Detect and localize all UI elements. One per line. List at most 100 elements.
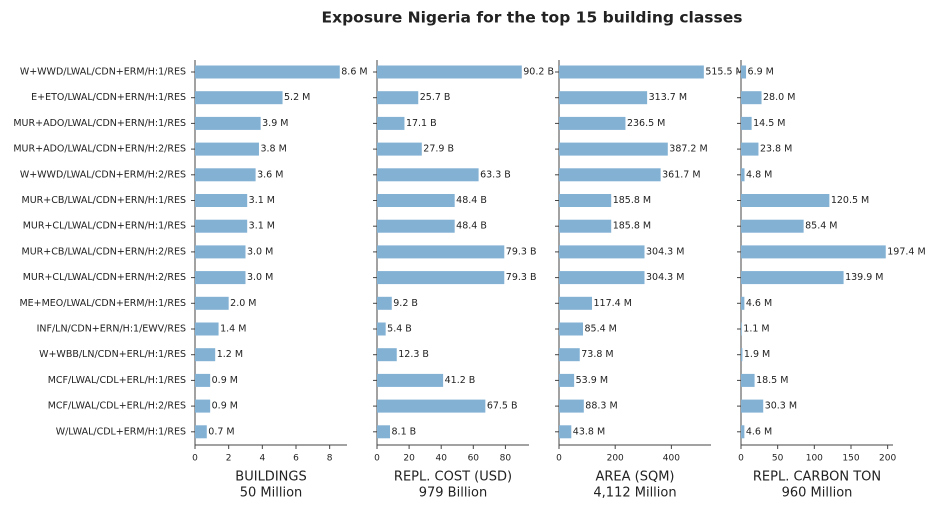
value-label: 43.8 M (573, 426, 605, 437)
value-label: 41.2 B (445, 375, 476, 386)
y-tick-label: MCF/LWAL/CDL+ERL/H:2/RES (48, 401, 186, 412)
y-tick-label: W+WWD/LWAL/CDN+ERM/H:2/RES (20, 169, 186, 180)
value-label: 197.4 M (887, 246, 925, 257)
x-tick-label: 100 (806, 454, 823, 464)
value-label: 12.3 B (398, 349, 429, 360)
value-label: 27.9 B (423, 144, 454, 155)
bar (559, 399, 584, 413)
bar (195, 296, 229, 310)
value-label: 3.0 M (247, 246, 273, 257)
x-axis-total: 960 Million (782, 486, 853, 501)
x-tick-label: 150 (842, 454, 859, 464)
bar (195, 348, 216, 362)
chart-title: Exposure Nigeria for the top 15 building… (322, 9, 743, 27)
bar (195, 65, 340, 79)
bar (559, 245, 645, 259)
value-label: 85.4 M (805, 221, 837, 232)
y-tick-label: E+ETO/LWAL/CDN+ERN/H:1/RES (31, 92, 186, 103)
x-axis-total: 4,112 Million (593, 486, 676, 501)
value-label: 3.8 M (260, 144, 286, 155)
bar (559, 271, 645, 285)
x-axis-label: REPL. CARBON TON (753, 470, 881, 485)
value-label: 4.8 M (746, 169, 772, 180)
x-axis-label: AREA (SQM) (595, 470, 674, 485)
value-label: 8.6 M (341, 67, 367, 78)
bar (195, 399, 211, 413)
bar (195, 245, 246, 259)
bar (741, 271, 844, 285)
value-label: 4.6 M (746, 426, 772, 437)
value-label: 0.9 M (212, 375, 238, 386)
x-axis-total: 50 Million (240, 486, 303, 501)
bar (377, 425, 391, 439)
x-tick-label: 200 (607, 454, 624, 464)
y-tick-label: MUR+CL/LWAL/CDN+ERN/H:1/RES (23, 221, 186, 232)
bar (741, 65, 747, 79)
value-label: 387.2 M (669, 144, 707, 155)
value-label: 4.6 M (746, 298, 772, 309)
bar (377, 219, 455, 233)
value-label: 313.7 M (649, 92, 687, 103)
value-label: 6.9 M (748, 67, 774, 78)
value-label: 3.1 M (249, 195, 275, 206)
x-tick-label: 50 (772, 454, 784, 464)
bar (195, 168, 256, 182)
value-label: 185.8 M (613, 221, 651, 232)
x-tick-label: 0 (738, 454, 744, 464)
value-label: 0.9 M (212, 401, 238, 412)
value-label: 25.7 B (420, 92, 451, 103)
bar (559, 91, 648, 105)
value-label: 304.3 M (646, 246, 684, 257)
x-tick-label: 2 (226, 454, 232, 464)
x-tick-label: 80 (500, 454, 512, 464)
value-label: 139.9 M (845, 272, 883, 283)
y-tick-label: MUR+ADO/LWAL/CDN+ERN/H:1/RES (13, 118, 186, 129)
value-label: 90.2 B (523, 67, 554, 78)
bar (559, 168, 661, 182)
value-label: 1.4 M (220, 324, 246, 335)
bar (195, 271, 246, 285)
value-label: 3.6 M (257, 169, 283, 180)
bar (559, 65, 704, 79)
value-label: 1.2 M (217, 349, 243, 360)
y-tick-label: MCF/LWAL/CDL+ERL/H:1/RES (48, 375, 186, 386)
bar (741, 116, 752, 130)
bar (741, 373, 755, 387)
value-label: 304.3 M (646, 272, 684, 283)
bar (195, 194, 248, 207)
value-label: 79.3 B (506, 246, 537, 257)
y-tick-label: INF/LN/CDN+ERN/H:1/EWV/RES (37, 324, 186, 335)
bar (559, 322, 583, 336)
bar (377, 194, 455, 207)
y-tick-label: MUR+CL/LWAL/CDN+ERN/H:2/RES (23, 272, 186, 283)
x-tick-label: 8 (327, 454, 333, 464)
bar (377, 168, 479, 182)
y-tick-label: MUR+CB/LWAL/CDN+ERN/H:2/RES (22, 246, 187, 257)
bar (741, 219, 804, 233)
value-label: 3.9 M (262, 118, 288, 129)
x-tick-label: 40 (435, 454, 447, 464)
value-label: 73.8 M (581, 349, 613, 360)
value-label: 28.0 M (763, 92, 795, 103)
bar (741, 168, 745, 182)
value-label: 30.3 M (765, 401, 797, 412)
bar (377, 91, 419, 105)
x-tick-label: 400 (663, 454, 680, 464)
bar (377, 65, 522, 79)
bar (195, 91, 283, 105)
bar (377, 399, 486, 413)
bar (741, 296, 745, 310)
value-label: 515.5 M (705, 67, 743, 78)
value-label: 3.1 M (249, 221, 275, 232)
bar (559, 116, 626, 130)
bar (195, 425, 207, 439)
bar (559, 142, 668, 156)
value-label: 1.1 M (743, 324, 769, 335)
bar (559, 219, 612, 233)
bar (741, 399, 764, 413)
value-label: 361.7 M (662, 169, 700, 180)
x-tick-label: 0 (556, 454, 562, 464)
value-label: 0.7 M (208, 426, 234, 437)
y-tick-label: W+WWD/LWAL/CDN+ERM/H:1/RES (20, 67, 186, 78)
